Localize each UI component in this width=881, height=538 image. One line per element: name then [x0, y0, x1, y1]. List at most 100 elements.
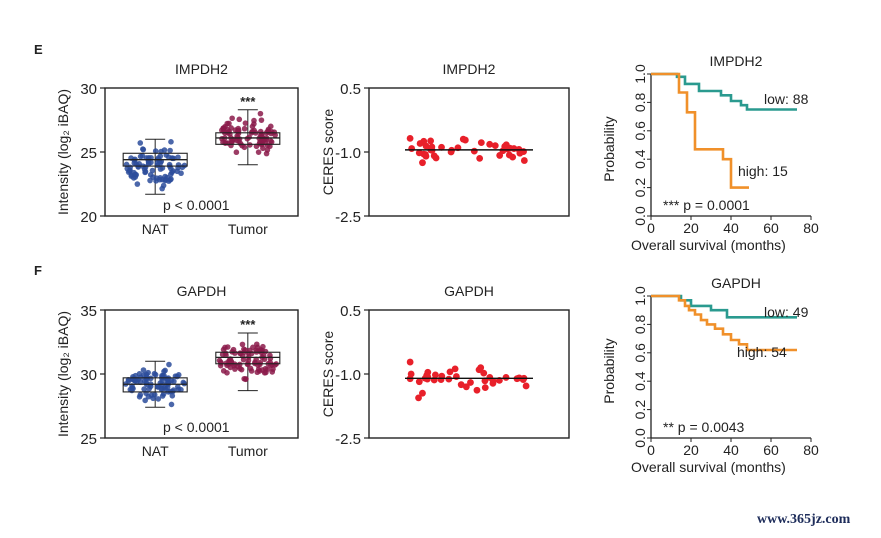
data-point — [243, 376, 249, 382]
survival-curve — [651, 72, 797, 111]
data-point — [255, 149, 262, 155]
panel-e-scatter-chart: IMPDH2 0.5 -1.0 -2.5 CERES score — [320, 61, 570, 226]
data-point — [141, 386, 147, 392]
data-point — [134, 181, 141, 187]
plot-frame — [368, 87, 570, 217]
data-point — [139, 153, 146, 159]
data-point — [475, 366, 483, 374]
data-point — [147, 171, 154, 178]
data-point — [137, 140, 144, 146]
y-axis-label: Intensity (log₂ iBAQ) — [55, 311, 71, 437]
data-point — [241, 125, 248, 132]
data-point — [431, 371, 439, 379]
y-tick-label: 0.6 — [632, 343, 648, 363]
y-tick-label: 0.5 — [340, 303, 361, 320]
data-point — [509, 153, 517, 161]
data-point — [162, 367, 168, 374]
x-category-label: Tumor — [228, 221, 268, 237]
data-point — [267, 355, 274, 362]
x-tick-label: 0 — [647, 220, 655, 236]
data-point — [239, 142, 245, 149]
data-point — [267, 123, 274, 130]
y-tick-label: -1.0 — [335, 367, 361, 384]
data-point — [264, 366, 271, 372]
data-point — [419, 389, 426, 397]
series-label-low: low: 49 — [764, 304, 809, 320]
data-point — [175, 383, 181, 390]
data-point — [246, 134, 252, 141]
data-point — [167, 147, 173, 154]
panel-f-scatter-chart: GAPDH 0.5 -1.0 -2.5 CERES score — [320, 283, 570, 448]
data-point — [476, 155, 484, 162]
data-point — [260, 145, 266, 152]
x-tick-label: 60 — [763, 220, 779, 236]
data-point — [522, 382, 530, 390]
data-point — [437, 376, 445, 383]
data-point — [470, 147, 478, 155]
x-tick-label: 40 — [723, 442, 739, 458]
data-point — [236, 116, 243, 123]
data-point — [168, 139, 174, 145]
watermark-text: www.365jz.com — [757, 512, 851, 527]
series-label-low: low: 88 — [764, 91, 809, 107]
data-point — [242, 120, 249, 126]
data-point — [155, 396, 162, 402]
data-point — [446, 368, 454, 376]
data-point — [415, 394, 422, 402]
data-point — [462, 383, 470, 391]
data-point — [131, 160, 138, 166]
data-point — [142, 397, 148, 404]
data-point — [451, 365, 459, 373]
significance-stars: *** — [240, 94, 256, 109]
data-point — [502, 374, 510, 381]
panel-e-box-chart: IMPDH2 20 25 30 Intensity (log₂ iBAQ) NAT Tumo… — [55, 61, 299, 237]
data-point — [136, 371, 143, 377]
data-point — [416, 140, 424, 147]
data-point — [156, 176, 163, 183]
survival-curve — [651, 72, 749, 189]
data-point — [141, 166, 148, 173]
data-point — [222, 344, 228, 351]
chart-title: IMPDH2 — [443, 61, 496, 77]
y-tick-label: 0.8 — [632, 92, 648, 112]
data-point — [480, 369, 488, 377]
data-point — [151, 391, 158, 398]
series-label-high: high: 54 — [737, 344, 787, 360]
data-point — [457, 381, 465, 389]
data-point — [168, 165, 174, 172]
y-tick-label: 0.0 — [632, 206, 648, 226]
data-point — [406, 358, 414, 366]
y-tick-label: 35 — [80, 303, 97, 320]
x-tick-label: 80 — [803, 442, 819, 458]
data-point — [233, 137, 240, 144]
data-point — [427, 137, 435, 145]
data-point — [143, 375, 149, 382]
data-point — [145, 161, 152, 167]
data-point — [438, 143, 445, 151]
data-point — [240, 356, 247, 363]
x-tick-label: 0 — [647, 442, 655, 458]
data-point — [181, 162, 188, 169]
p-value-annotation: p < 0.0001 — [163, 419, 230, 435]
data-point — [445, 375, 453, 383]
y-axis-label: Probability — [601, 338, 617, 403]
x-tick-label: 20 — [683, 442, 699, 458]
data-point — [415, 378, 423, 386]
data-point — [159, 185, 165, 192]
data-point — [125, 169, 132, 175]
data-point — [406, 134, 414, 142]
data-point — [147, 177, 153, 184]
data-point — [162, 177, 168, 184]
data-point — [263, 150, 270, 157]
data-point — [233, 149, 240, 156]
data-point — [235, 127, 242, 134]
data-point — [481, 377, 489, 385]
y-tick-label: 20 — [80, 209, 97, 226]
data-point — [489, 377, 497, 385]
data-point — [174, 373, 180, 380]
y-tick-label: 1.0 — [632, 64, 648, 84]
y-tick-label: 0.6 — [632, 121, 648, 141]
data-point — [242, 347, 248, 353]
data-point — [152, 148, 159, 154]
